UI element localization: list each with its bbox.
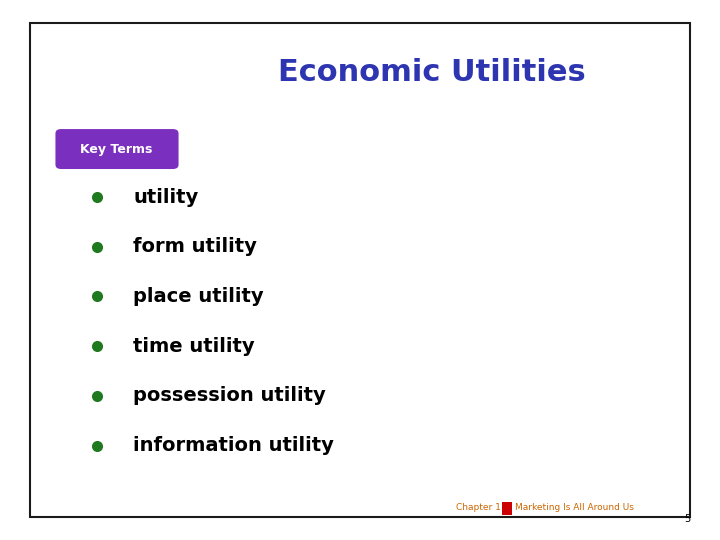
Text: place utility: place utility (133, 287, 264, 306)
FancyBboxPatch shape (502, 502, 512, 515)
Text: utility: utility (133, 187, 199, 207)
Text: Chapter 1: Chapter 1 (456, 503, 500, 512)
Text: Marketing Is All Around Us: Marketing Is All Around Us (515, 503, 634, 512)
Text: form utility: form utility (133, 237, 257, 256)
Text: possession utility: possession utility (133, 386, 326, 406)
FancyBboxPatch shape (30, 23, 690, 517)
FancyBboxPatch shape (55, 129, 179, 169)
Text: Key Terms: Key Terms (81, 143, 153, 156)
Text: 5: 5 (685, 515, 690, 524)
Text: information utility: information utility (133, 436, 334, 455)
Text: Economic Utilities: Economic Utilities (278, 58, 586, 87)
Text: time utility: time utility (133, 336, 255, 356)
